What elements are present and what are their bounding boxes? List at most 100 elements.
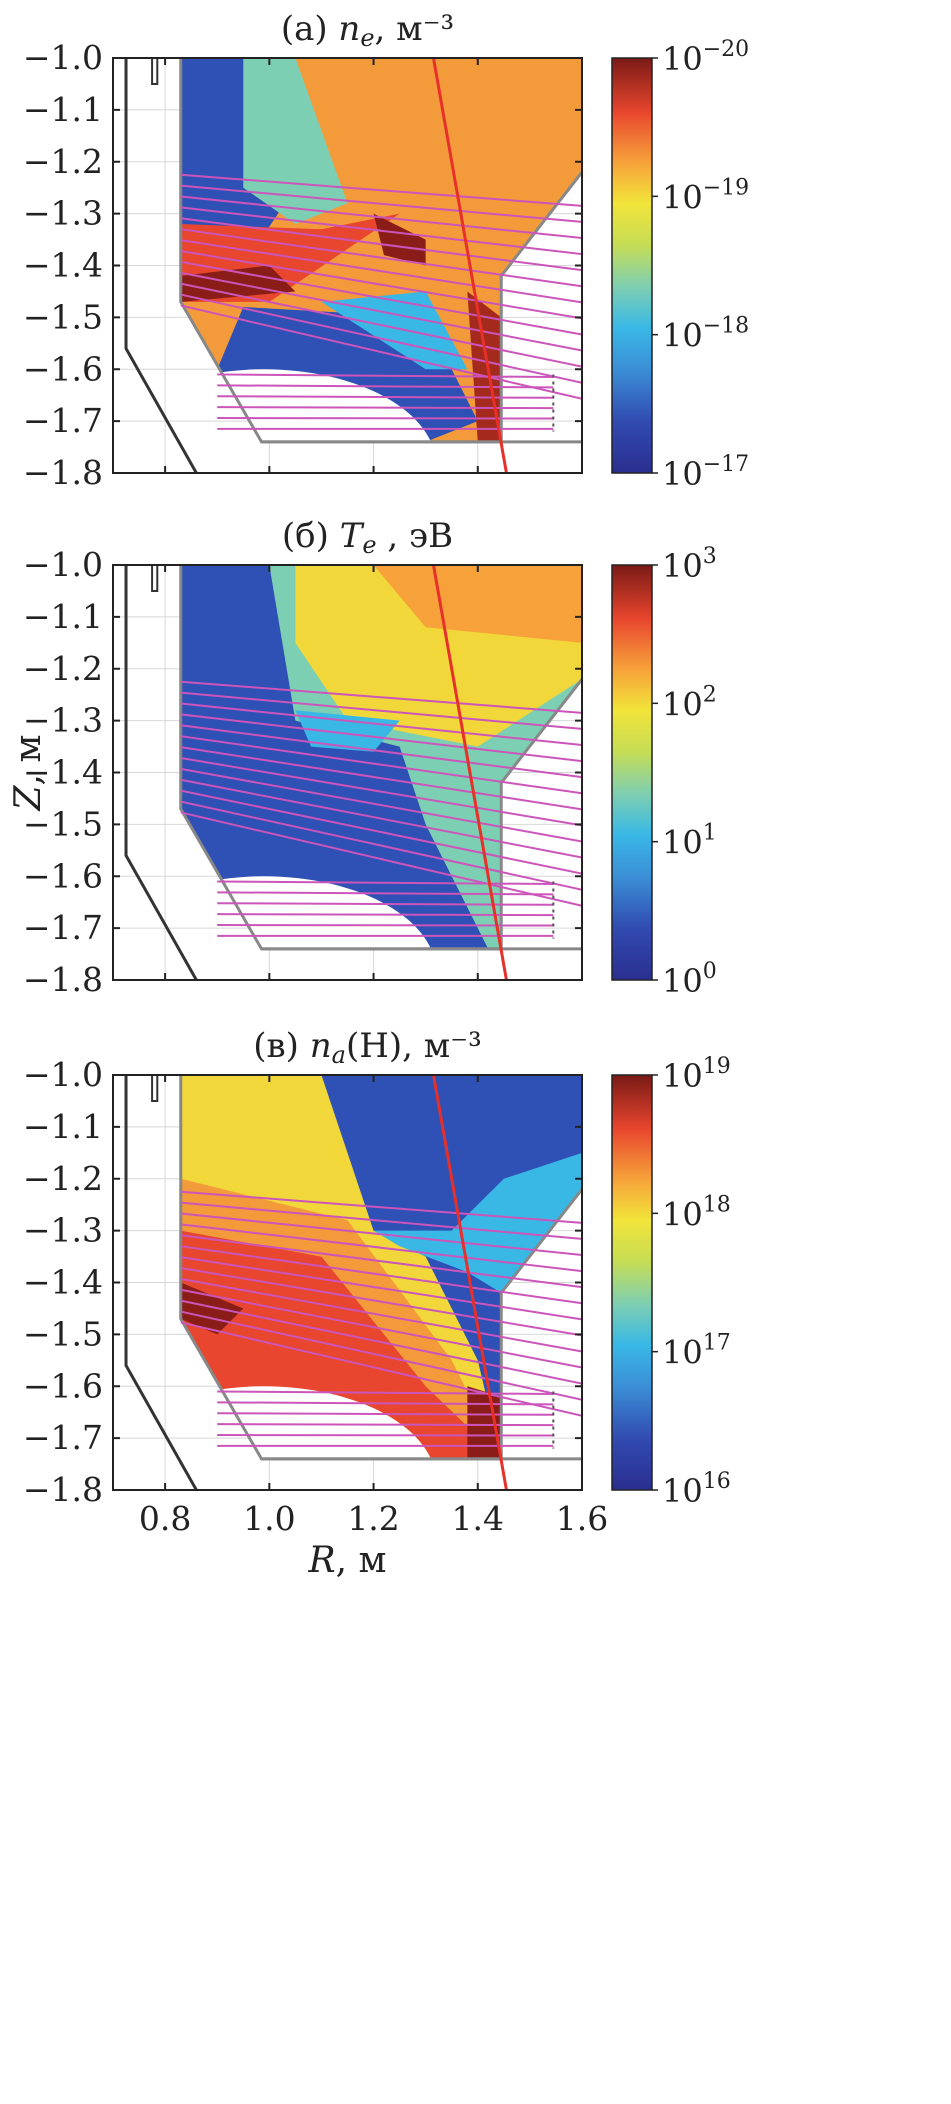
inner-wall [124, 58, 198, 473]
sightline [217, 880, 554, 886]
sightline [180, 217, 582, 272]
sightline [180, 789, 582, 875]
sightline [180, 767, 582, 843]
sightline [180, 1310, 582, 1401]
sightline [180, 1212, 582, 1257]
colorbar-tick-label: 1019 [662, 1054, 731, 1095]
field-region [467, 1386, 502, 1459]
strike-line [432, 1075, 508, 1490]
sightline [180, 1288, 582, 1369]
sightline [180, 1299, 582, 1385]
field-region [295, 710, 400, 752]
ytick-label: −1.2 [23, 142, 103, 181]
sightline [217, 1401, 554, 1406]
sightline [217, 891, 554, 896]
colorbar [611, 57, 653, 474]
colorbar-tick-label: 10−17 [662, 452, 749, 493]
plot-area [113, 58, 582, 473]
colorbar-tick-label: 101 [662, 821, 717, 862]
ytick-label: −1.0 [23, 545, 103, 584]
sightline [180, 778, 582, 859]
ytick-label: −1.1 [23, 597, 103, 636]
strike-line [432, 565, 508, 980]
sightline [180, 173, 582, 207]
panel-3: −1.0 −1.1 −1.2 −1.3 −1.4 −1.5 −1.6 −1.7 −1.8 0.8 1… [23, 1026, 731, 1581]
ytick-label: −1.6 [23, 349, 103, 388]
ytick-label: −1.2 [23, 1159, 103, 1198]
xtick-label: 1.4 [452, 1499, 504, 1538]
ytick-label: −1.8 [23, 960, 103, 999]
colorbar-tick-label: 10−18 [662, 314, 749, 355]
ytick-label: −1.7 [23, 908, 103, 947]
y-axis-label: Z, м [8, 735, 49, 812]
sightline [180, 260, 582, 336]
ytick-label: −1.1 [23, 1107, 103, 1146]
ytick-label: −1.7 [23, 401, 103, 440]
sightline [180, 249, 582, 320]
ytick-label: −1.5 [23, 297, 103, 336]
sightline [217, 373, 554, 379]
sightline [180, 1223, 582, 1273]
sightline [180, 1234, 582, 1289]
xtick-label: 1.2 [347, 1499, 399, 1538]
sightline [180, 724, 582, 779]
sightline [217, 384, 554, 389]
sightline [180, 1190, 582, 1224]
ytick-label: −1.4 [23, 246, 103, 285]
colorbar-tick-label: 10−20 [662, 37, 749, 78]
field-region [373, 1152, 582, 1293]
sightline [217, 1434, 554, 1437]
field-region [373, 213, 426, 266]
inner-wall [124, 1075, 198, 1490]
xtick-label: 1.6 [556, 1499, 608, 1538]
ytick-label: −1.2 [23, 649, 103, 688]
sightline [180, 184, 582, 223]
sightline [180, 271, 582, 352]
ytick-label: −1.3 [23, 701, 103, 740]
sightline [217, 417, 554, 420]
port-notch [151, 58, 159, 85]
sightline [180, 282, 582, 368]
sightline [180, 702, 582, 747]
sightline [180, 304, 582, 400]
ytick-label: −1.4 [23, 753, 103, 792]
ytick-label: −1.7 [23, 1418, 103, 1457]
sightline [180, 206, 582, 256]
sightline [217, 1390, 554, 1396]
port-notch [151, 1075, 159, 1102]
colorbar [611, 564, 653, 981]
sightline [180, 691, 582, 730]
colorbar-tick-label: 1016 [662, 1469, 731, 1510]
sightline [217, 902, 554, 906]
x-axis-label: R, м [308, 1540, 387, 1581]
sightline [180, 746, 582, 811]
field-region [180, 58, 296, 266]
panel-2: −1.0 −1.1 −1.2 −1.3 −1.4 −1.5 −1.6 −1.7 −1.8 (б) … [8, 516, 717, 1000]
port-notch [151, 565, 159, 592]
sightline [217, 1412, 554, 1416]
sightline [180, 293, 582, 384]
sightline [180, 228, 582, 288]
ytick-label: −1.6 [23, 856, 103, 895]
ytick-label: −1.6 [23, 1366, 103, 1405]
xtick-label: 0.8 [139, 1499, 191, 1538]
inner-wall [124, 565, 198, 980]
ytick-label: −1.8 [23, 453, 103, 492]
sightline [180, 800, 582, 891]
xtick-label: 1.0 [243, 1499, 295, 1538]
panel-title: (а) ne, м⁻³ [281, 9, 454, 52]
sightline [217, 913, 554, 917]
colorbar-tick-label: 102 [662, 682, 717, 723]
sightline [180, 1266, 582, 1337]
sightline [217, 1423, 554, 1427]
sightline [180, 1201, 582, 1240]
sightline [180, 1256, 582, 1321]
sightline [180, 239, 582, 304]
ytick-label: −1.0 [23, 38, 103, 77]
color-field [180, 565, 582, 949]
sightline [180, 195, 582, 240]
ytick-label: −1.3 [23, 1211, 103, 1250]
sightline [180, 1245, 582, 1305]
sightline [180, 1321, 582, 1417]
